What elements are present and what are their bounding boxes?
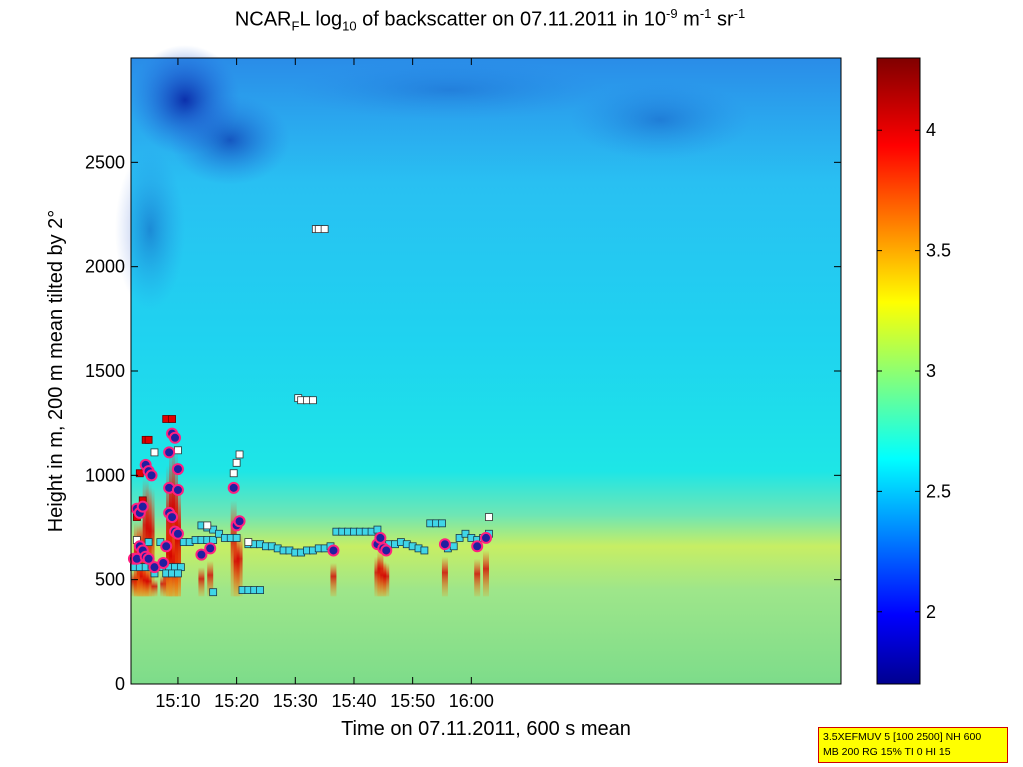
cloud-base-point <box>204 542 217 555</box>
cloud-base-point <box>166 511 179 524</box>
cloud-base-point <box>136 500 149 513</box>
aerosol-top-marker <box>232 458 241 467</box>
colorbar-tick-label: 4 <box>926 120 936 140</box>
aerosol-column <box>198 567 205 597</box>
aerosol-top-marker <box>150 448 159 457</box>
aerosol-column <box>474 558 481 597</box>
boundary-layer-marker <box>455 534 464 542</box>
colorbar <box>876 57 921 685</box>
y-tick-label: 2500 <box>85 152 125 172</box>
cloud-base-point <box>157 556 170 569</box>
cloud-base-point <box>163 446 176 459</box>
boundary-layer-marker <box>209 588 218 597</box>
cloud-base-point <box>374 531 387 544</box>
chart-title: NCARFL log10 of backscatter on 07.11.201… <box>234 6 746 34</box>
y-tick-label: 500 <box>95 570 125 590</box>
boundary-layer-marker <box>174 569 182 578</box>
cloud-base-point <box>471 540 484 553</box>
aerosol-column <box>483 550 489 597</box>
x-tick-label: 15:50 <box>390 691 435 711</box>
colorbar-tick-label: 2.5 <box>926 481 951 501</box>
cloud-base-point <box>145 469 158 482</box>
y-axis-label: Height in m, 200 m mean tilted by 2° <box>45 210 67 533</box>
cloud-base-point <box>171 463 184 476</box>
x-tick-label: 15:10 <box>155 691 200 711</box>
cloud-base-point <box>480 531 492 544</box>
processing-parameters-box: 3.5XEFMUV 5 [100 2500] NH 600 MB 200 RG … <box>818 727 1008 763</box>
colorbar-tick-label: 3.5 <box>926 241 951 261</box>
x-axis: 15:10 15:20 15:30 15:40 15:50 16:00 <box>155 58 494 711</box>
aerosol-top-marker <box>235 450 244 459</box>
low-backscatter-patch <box>115 150 185 310</box>
x-tick-label: 15:20 <box>214 691 259 711</box>
aerosol-top-marker <box>174 446 182 455</box>
boundary-layer-marker <box>449 542 458 551</box>
colorbar-tick-label: 3 <box>926 361 936 381</box>
y-tick-label: 2000 <box>85 257 125 277</box>
boundary-layer-marker <box>256 586 264 594</box>
cloud-base-point <box>233 515 246 528</box>
x-tick-label: 15:40 <box>331 691 376 711</box>
aerosol-column <box>145 571 152 597</box>
boundary-layer-marker <box>420 546 429 555</box>
low-backscatter-patch <box>170 95 290 185</box>
boundary-layer-markers <box>127 225 493 597</box>
red-marker <box>168 415 176 423</box>
aerosol-column <box>151 579 158 597</box>
boundary-layer-marker <box>144 538 153 547</box>
cloud-base-point <box>171 483 184 496</box>
x-axis-label: Time on 07.11.2011, 600 s mean <box>341 718 631 740</box>
aerosol-top-marker <box>309 396 317 405</box>
aerosol-top-marker <box>320 225 329 234</box>
red-marker <box>144 435 153 444</box>
cloud-base-point <box>438 538 451 551</box>
cloud-base-point <box>227 481 240 494</box>
boundary-layer-marker <box>461 529 470 538</box>
aerosol-column <box>330 562 337 597</box>
aerosol-column <box>207 560 214 597</box>
low-backscatter-patch <box>570 80 750 160</box>
cloud-base-point <box>142 552 155 565</box>
boundary-layer-marker <box>232 534 241 542</box>
low-backscatter-patch <box>290 60 610 120</box>
aerosol-top-marker <box>203 521 212 530</box>
y-tick-label: 1500 <box>85 361 125 381</box>
cloud-base-point <box>160 540 173 553</box>
parameters-line-1: 3.5XEFMUV 5 [100 2500] NH 600 <box>823 731 982 743</box>
parameters-line-2: MB 200 RG 15% TI 0 HI 15 <box>823 746 951 758</box>
cloud-base-point <box>327 544 340 557</box>
aerosol-top-marker <box>485 513 493 521</box>
cloud-base-point <box>169 431 182 444</box>
aerosol-column <box>441 556 448 597</box>
boundary-layer-marker <box>438 519 446 528</box>
x-tick-label: 15:30 <box>273 691 318 711</box>
y-tick-label: 1000 <box>85 465 125 485</box>
x-tick-label: 16:00 <box>449 691 494 711</box>
boundary-layer-marker <box>215 529 223 538</box>
cloud-base-point <box>380 544 393 557</box>
y-tick-label: 0 <box>115 674 125 694</box>
boundary-layer-marker <box>209 525 218 534</box>
aerosol-top-marker <box>244 538 253 547</box>
y-axis: 0 500 1000 1500 2000 2500 <box>85 152 841 694</box>
cloud-base-point <box>195 548 208 561</box>
cloud-base-point <box>171 527 184 540</box>
colorbar-tick-label: 2 <box>926 602 936 622</box>
aerosol-top-marker <box>229 469 238 478</box>
aerosol-column <box>174 502 181 597</box>
aerosol-column <box>236 533 243 597</box>
colorbar-ticks: 2 2.5 3 3.5 4 <box>877 120 951 622</box>
aerosol-column <box>383 562 390 597</box>
